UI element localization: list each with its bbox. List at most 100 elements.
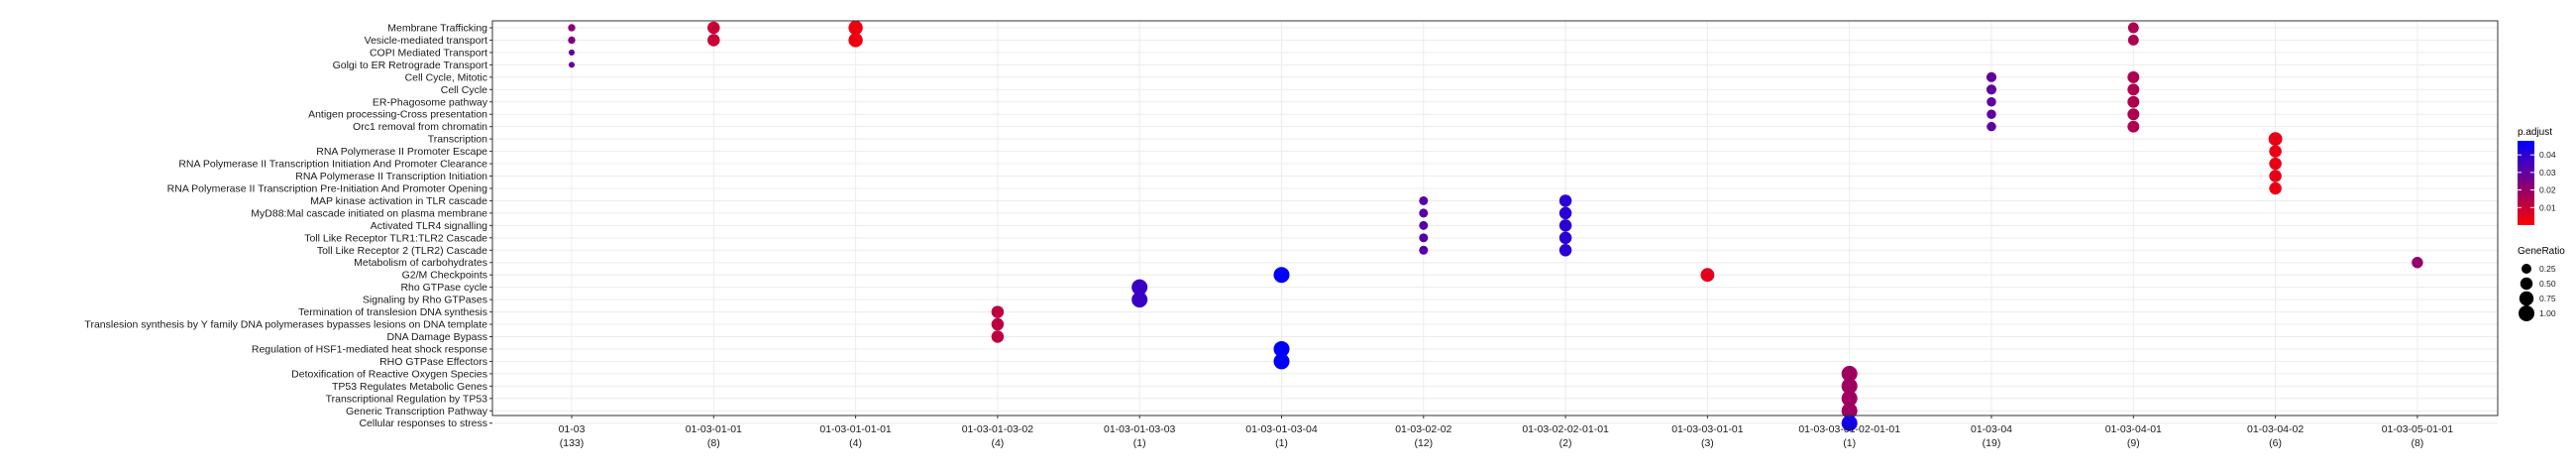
data-point bbox=[848, 33, 863, 48]
data-point bbox=[2269, 157, 2282, 171]
y-tick-label: G2/M Checkpoints bbox=[402, 270, 487, 282]
data-point bbox=[2127, 70, 2140, 83]
x-tick-label: 01-03-03-01-01 bbox=[1671, 423, 1744, 435]
x-tick-label: 01-03-04-01 bbox=[2105, 423, 2162, 435]
data-point bbox=[991, 317, 1005, 331]
x-tick-count-label: (1) bbox=[1275, 437, 1288, 449]
colorbar-tick-label: 0.01 bbox=[2539, 202, 2556, 212]
data-point bbox=[1558, 194, 1572, 207]
y-tick-label: Metabolism of carbohydrates bbox=[354, 257, 487, 269]
x-tick-count-label: (6) bbox=[2269, 437, 2282, 449]
y-tick-label: Toll Like Receptor TLR1:TLR2 Cascade bbox=[304, 232, 487, 244]
y-tick-label: Transcription bbox=[428, 134, 487, 146]
size-legend-dot bbox=[2519, 305, 2534, 321]
y-tick-label: Cell Cycle bbox=[441, 84, 487, 96]
data-point bbox=[1558, 219, 1572, 232]
data-point bbox=[1841, 365, 1858, 382]
y-tick-label: Activated TLR4 signalling bbox=[371, 220, 487, 232]
legend-padjust-title: p.adjust bbox=[2518, 127, 2552, 138]
data-point bbox=[1558, 206, 1572, 220]
x-tick-label: 01-03-01-03-02 bbox=[962, 423, 1034, 435]
data-point bbox=[1986, 71, 1997, 82]
x-tick-label: 01-03-01-03-04 bbox=[1245, 423, 1318, 435]
x-tick-label: 01-03-04-02 bbox=[2247, 423, 2304, 435]
y-tick-label: Golgi to ER Retrograde Transport bbox=[333, 60, 487, 71]
data-point bbox=[1273, 267, 1290, 284]
data-point bbox=[1700, 268, 1715, 283]
data-point bbox=[1841, 403, 1858, 419]
y-tick-label: Vesicle-mediated transport bbox=[365, 35, 487, 47]
x-tick-count-label: (19) bbox=[1983, 437, 2001, 449]
y-tick-label: Toll Like Receptor 2 (TLR2) Cascade bbox=[317, 245, 487, 257]
y-tick-label: RNA Polymerase II Transcription Initiati… bbox=[295, 171, 487, 182]
data-point bbox=[1986, 121, 1996, 132]
data-point bbox=[1419, 245, 1429, 255]
data-point bbox=[2127, 120, 2140, 133]
y-tick-label: Detoxification of Reactive Oxygen Specie… bbox=[291, 368, 487, 380]
y-tick-label: COPI Mediated Transport bbox=[370, 47, 487, 59]
y-tick-label: DNA Damage Bypass bbox=[386, 331, 487, 343]
y-tick-label: Antigen processing-Cross presentation bbox=[308, 109, 487, 121]
x-tick-label: 01-03-03-01-02-01-01 bbox=[1798, 423, 1900, 435]
legend-generatio-items: 0.25 0.50 0.75 1.00 bbox=[2519, 264, 2556, 321]
data-point bbox=[1986, 97, 1996, 107]
data-point bbox=[1273, 353, 1290, 370]
x-tick-label: 01-03-04 bbox=[1971, 423, 2012, 435]
x-tick-count-label: (4) bbox=[849, 437, 862, 449]
data-point bbox=[2127, 83, 2140, 96]
colorbar-tick-label: 0.04 bbox=[2539, 150, 2556, 160]
y-tick-label: ER-Phagosome pathway bbox=[373, 96, 488, 108]
data-point bbox=[991, 305, 1005, 318]
y-tick-label: Termination of translesion DNA synthesis bbox=[298, 306, 487, 318]
size-legend-label: 0.75 bbox=[2539, 294, 2556, 303]
data-point bbox=[1986, 84, 1997, 95]
size-legend-label: 0.50 bbox=[2539, 279, 2556, 289]
x-tick-count-label: (8) bbox=[2411, 437, 2423, 449]
y-tick-label: TP53 Regulates Metabolic Genes bbox=[332, 381, 487, 393]
plot-panel-border bbox=[491, 20, 2499, 416]
data-point bbox=[1419, 208, 1429, 218]
data-point bbox=[568, 61, 576, 68]
data-point bbox=[1558, 244, 1572, 257]
data-point bbox=[2269, 181, 2282, 195]
x-tick-label: 01-03-05-01-01 bbox=[2382, 423, 2454, 435]
data-point bbox=[2268, 132, 2283, 147]
y-tick-label: RHO GTPase Effectors bbox=[379, 356, 487, 368]
data-point bbox=[568, 36, 576, 45]
x-tick-label: 01-03-01-03-03 bbox=[1104, 423, 1176, 435]
size-legend-label: 0.25 bbox=[2539, 264, 2556, 274]
x-tick-count-label: (12) bbox=[1414, 437, 1433, 449]
y-tick-label: Rho GTPase cycle bbox=[400, 282, 487, 294]
data-point bbox=[2127, 22, 2139, 34]
data-point bbox=[707, 21, 720, 35]
data-point bbox=[1558, 231, 1572, 245]
data-point bbox=[2127, 108, 2140, 121]
y-tick-label: Orc1 removal from chromatin bbox=[353, 121, 487, 133]
legend-padjust: p.adjust 0.04 0.03 0.02 0.01 bbox=[2518, 127, 2556, 225]
x-tick-label: 01-03-02-02 bbox=[1395, 423, 1451, 435]
data-point bbox=[707, 34, 720, 47]
y-tick-label: MyD88:Mal cascade initiated on plasma me… bbox=[251, 207, 487, 219]
data-point bbox=[1841, 390, 1858, 407]
data-point bbox=[1841, 378, 1858, 395]
data-point bbox=[848, 20, 863, 36]
x-tick-count-label: (8) bbox=[707, 437, 720, 449]
legend-generatio-title: GeneRatio bbox=[2518, 246, 2565, 257]
y-tick-label: Regulation of HSF1-mediated heat shock r… bbox=[252, 343, 487, 355]
data-point bbox=[1986, 109, 1996, 119]
y-tick-label: Transcriptional Regulation by TP53 bbox=[326, 393, 488, 405]
data-point bbox=[991, 330, 1005, 343]
data-point bbox=[1841, 415, 1858, 431]
legend-padjust-ticks: 0.04 0.03 0.02 0.01 bbox=[2518, 150, 2556, 212]
colorbar-tick-label: 0.03 bbox=[2539, 168, 2556, 178]
data-point bbox=[1419, 195, 1429, 205]
colorbar-tick-label: 0.02 bbox=[2539, 185, 2556, 195]
grid-lines bbox=[492, 21, 2498, 424]
data-point bbox=[2127, 95, 2140, 108]
data-point bbox=[1131, 292, 1148, 308]
data-point bbox=[568, 24, 576, 32]
y-tick-label: Cell Cycle, Mitotic bbox=[405, 71, 487, 83]
data-point bbox=[568, 49, 576, 56]
